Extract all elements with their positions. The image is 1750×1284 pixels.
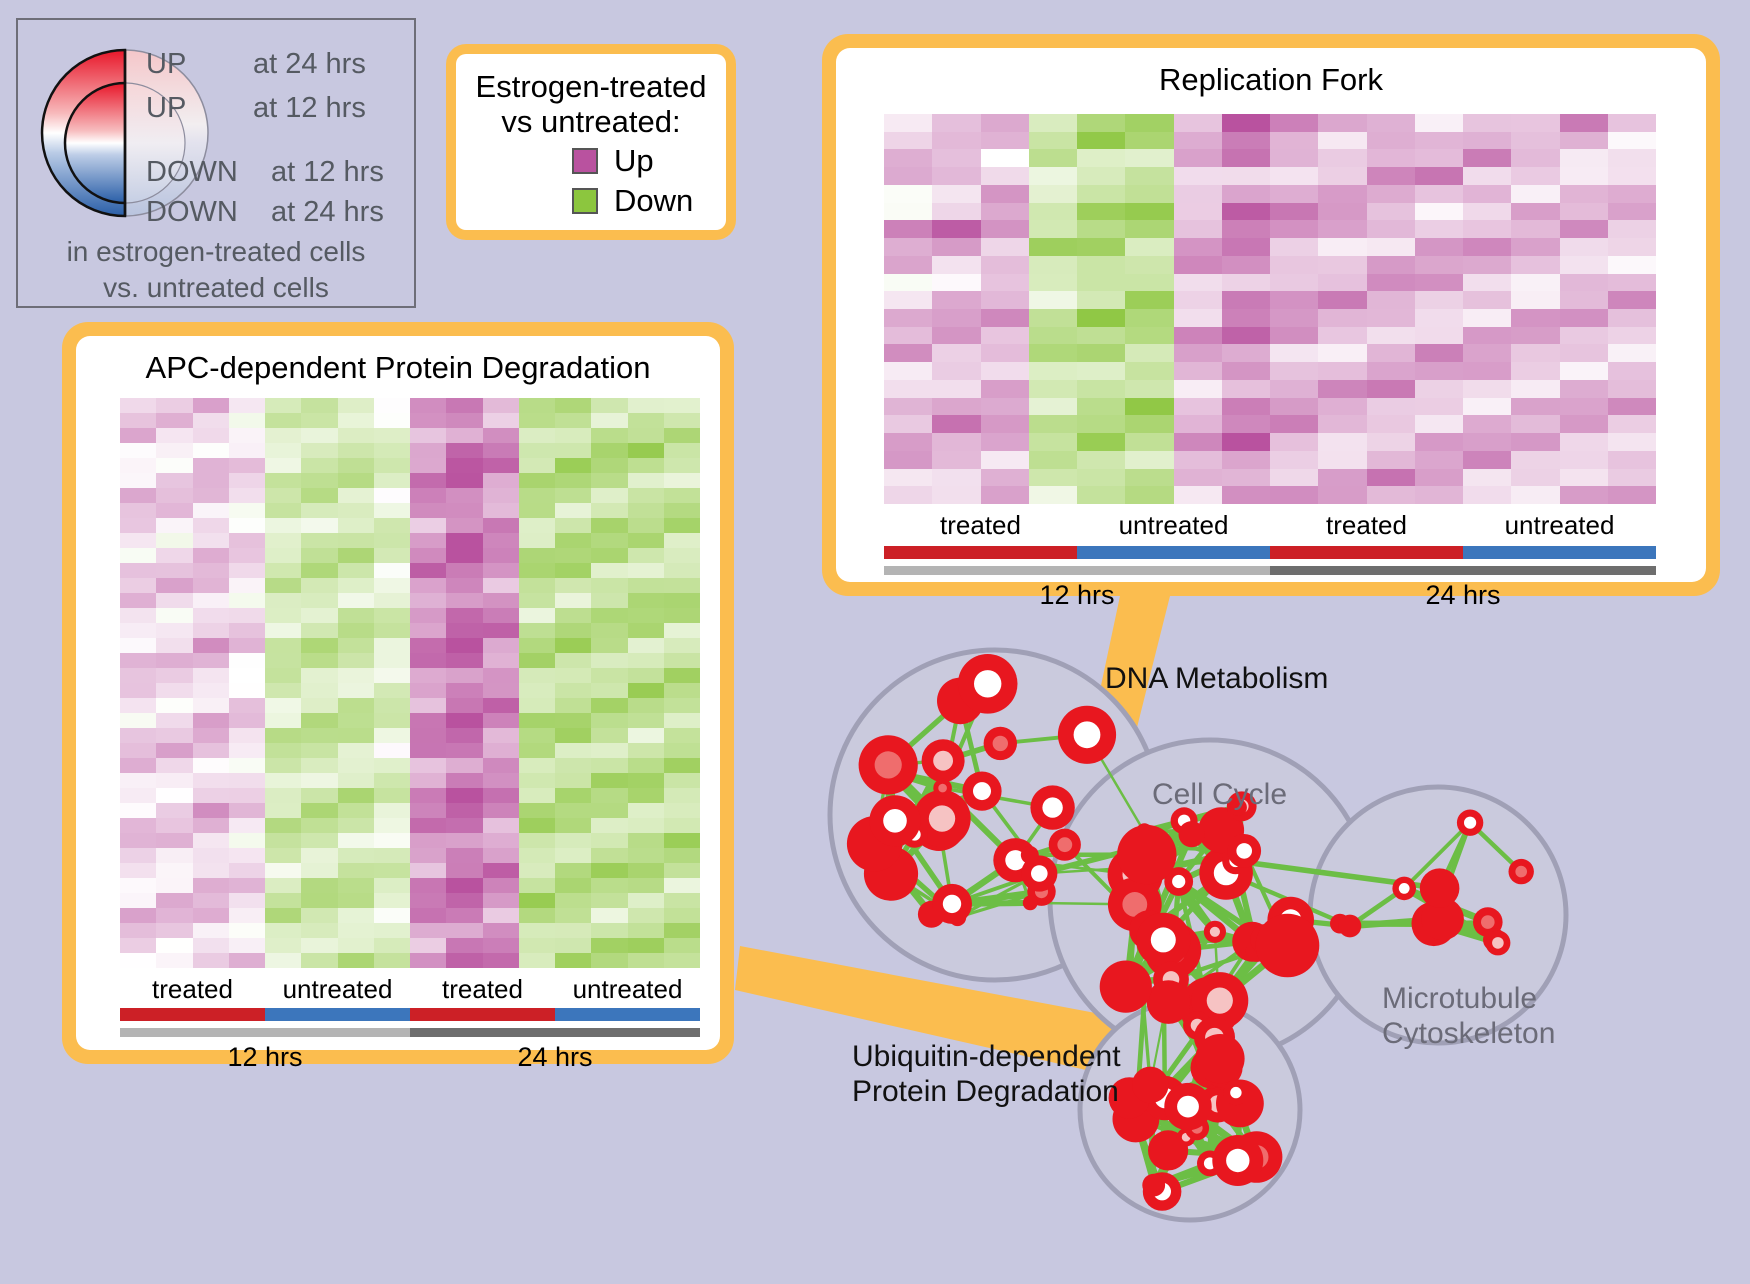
- time-bar-apc: [120, 1028, 700, 1037]
- group-label-3: untreated: [555, 974, 700, 1005]
- wheel-row-time-2: at 12 hrs: [271, 156, 384, 188]
- wheel-row-label-2: DOWN: [146, 156, 238, 188]
- updown-legend-title-line2: vs untreated:: [456, 105, 726, 140]
- time-labels-apc: 12 hrs 24 hrs: [120, 1042, 700, 1073]
- wheel-row-time-1: at 12 hrs: [253, 92, 366, 124]
- group-labels-replication-fork: treated untreated treated untreated: [884, 510, 1656, 541]
- network-diagram: DNA Metabolism Cell Cycle Microtubule Cy…: [790, 610, 1750, 1279]
- updown-legend-title-line1: Estrogen-treated: [456, 70, 726, 105]
- cluster-label-ubiquitin: Ubiquitin-dependent Protein Degradation: [852, 1040, 1121, 1109]
- updown-legend-panel: Estrogen-treated vs untreated: Up Down: [446, 44, 736, 240]
- time-label-12hrs: 12 hrs: [120, 1042, 410, 1073]
- cluster-label-microtubule-line2: Cytoskeleton: [1382, 1017, 1555, 1052]
- group-label-2: treated: [1270, 510, 1463, 541]
- cluster-label-microtubule-line1: Microtubule: [1382, 982, 1555, 1017]
- wheel-row-label-0: UP: [146, 48, 186, 80]
- group-label-0: treated: [120, 974, 265, 1005]
- cluster-label-ubiquitin-line1: Ubiquitin-dependent: [852, 1040, 1121, 1075]
- legend-item-up: Up: [572, 143, 726, 179]
- treatment-bar-replication-fork: [884, 546, 1656, 559]
- group-label-2: treated: [410, 974, 555, 1005]
- group-label-1: untreated: [1077, 510, 1270, 541]
- panel-title-apc: APC-dependent Protein Degradation: [76, 336, 720, 386]
- heatmap-apc: [120, 398, 700, 968]
- time-bar-replication-fork: [884, 566, 1656, 575]
- cluster-label-dna-metabolism: DNA Metabolism: [1105, 662, 1328, 696]
- group-label-1: untreated: [265, 974, 410, 1005]
- up-label: Up: [614, 143, 654, 179]
- network-svg: [790, 610, 1750, 1279]
- panel-title-replication-fork: Replication Fork: [836, 48, 1706, 98]
- down-color-swatch: [572, 188, 598, 214]
- wheel-row-label-3: DOWN: [146, 196, 238, 228]
- heatmap-replication-fork: [884, 114, 1656, 504]
- up-color-swatch: [572, 148, 598, 174]
- time-labels-replication-fork: 12 hrs 24 hrs: [884, 580, 1656, 611]
- panel-apc-dependent-protein-degradation: APC-dependent Protein Degradation treate…: [62, 322, 734, 1064]
- time-label-12hrs: 12 hrs: [884, 580, 1270, 611]
- legend-item-down: Down: [572, 183, 726, 219]
- colorwheel-legend: UP at 24 hrs UP at 12 hrs DOWN at 12 hrs…: [16, 18, 416, 308]
- wheel-row-label-1: UP: [146, 92, 186, 124]
- wheel-row-time-0: at 24 hrs: [253, 48, 366, 80]
- group-label-0: treated: [884, 510, 1077, 541]
- cluster-label-microtubule: Microtubule Cytoskeleton: [1382, 982, 1555, 1051]
- cluster-label-cell-cycle: Cell Cycle: [1152, 778, 1287, 812]
- wheel-row-time-3: at 24 hrs: [271, 196, 384, 228]
- wheel-legend-footer-line2: vs. untreated cells: [18, 272, 414, 304]
- time-label-24hrs: 24 hrs: [1270, 580, 1656, 611]
- treatment-bar-apc: [120, 1008, 700, 1021]
- down-label: Down: [614, 183, 693, 219]
- panel-replication-fork: Replication Fork treated untreated treat…: [822, 34, 1720, 596]
- cluster-label-ubiquitin-line2: Protein Degradation: [852, 1075, 1121, 1110]
- wheel-legend-footer-line1: in estrogen-treated cells: [18, 236, 414, 268]
- group-label-3: untreated: [1463, 510, 1656, 541]
- group-labels-apc: treated untreated treated untreated: [120, 974, 700, 1005]
- time-label-24hrs: 24 hrs: [410, 1042, 700, 1073]
